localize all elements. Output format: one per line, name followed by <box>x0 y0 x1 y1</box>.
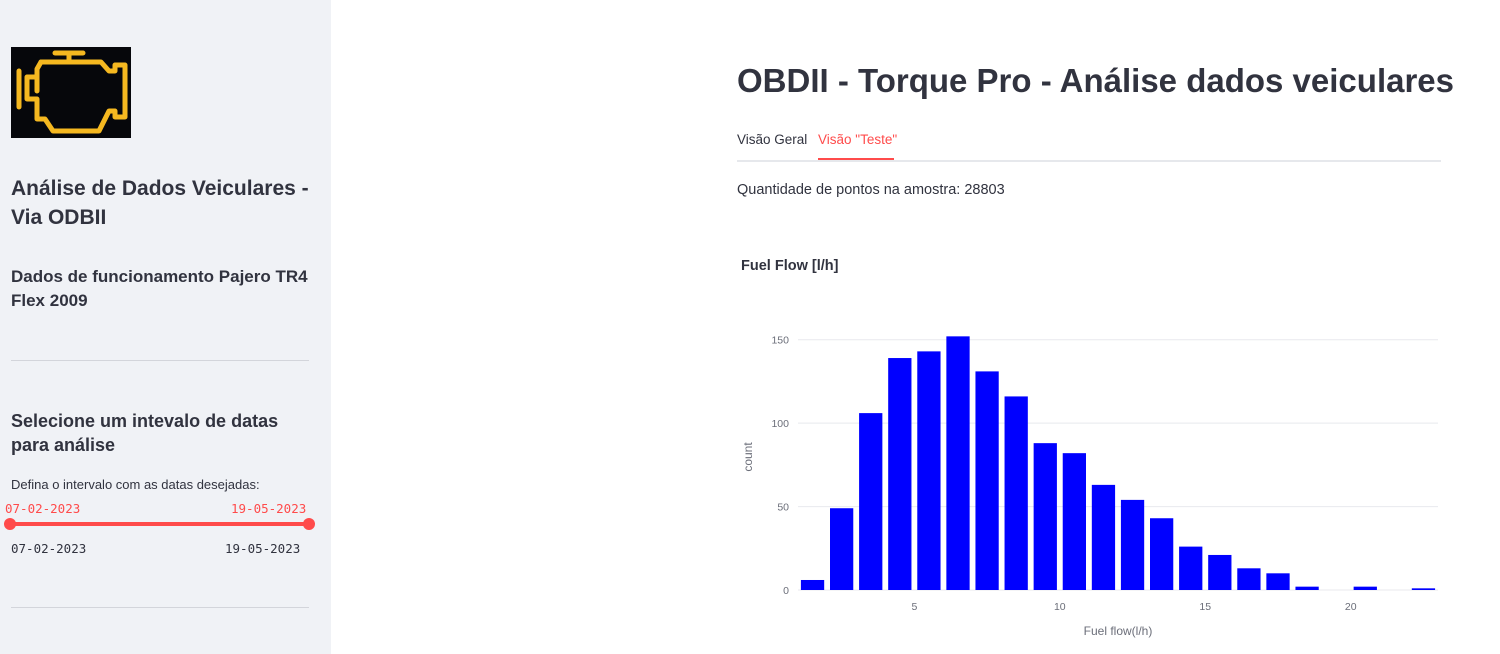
histogram-bar[interactable] <box>1150 518 1174 590</box>
slider-max-label: 19-05-2023 <box>225 541 301 556</box>
tab-bar: Visão Geral Visão "Teste" <box>737 126 1441 162</box>
histogram-bar[interactable] <box>1208 554 1232 590</box>
histogram-bar[interactable] <box>1237 568 1261 590</box>
histogram-bar[interactable] <box>888 358 912 590</box>
chart-svg: Fuel Flow [l/h] 0 50 100 150 5 10 15 20 Fuel fl… <box>741 258 1438 638</box>
histogram-bar[interactable] <box>1295 586 1319 590</box>
histogram-bar[interactable] <box>946 336 970 590</box>
slider-min-label: 07-02-2023 <box>11 541 87 556</box>
check-engine-icon <box>11 47 131 138</box>
slider-end-value: 19-05-2023 <box>231 501 307 516</box>
x-tick-label: 5 <box>911 601 917 613</box>
histogram-bar[interactable] <box>800 579 825 590</box>
sidebar-subtitle: Dados de funcionamento Pajero TR4 Flex 2… <box>11 267 308 310</box>
histogram-bar[interactable] <box>1091 484 1116 590</box>
fuel-flow-histogram: Fuel Flow [l/h] 0 50 100 150 5 10 15 20 Fuel fl… <box>730 245 1450 645</box>
sidebar: Análise de Dados Veiculares - Via ODBII … <box>0 0 331 654</box>
histogram-bar[interactable] <box>975 371 999 590</box>
histogram-bar[interactable] <box>1004 396 1028 590</box>
y-tick-label: 150 <box>771 335 789 347</box>
tab-visao-teste[interactable]: Visão "Teste" <box>818 132 898 147</box>
slider-start-value: 07-02-2023 <box>5 501 81 516</box>
histogram-bar[interactable] <box>1353 586 1377 590</box>
tab-visao-geral[interactable]: Visão Geral <box>737 132 808 147</box>
histogram-bar[interactable] <box>1179 546 1203 590</box>
active-tab-indicator <box>818 158 894 160</box>
date-slider-label: Defina o intervalo com as datas desejada… <box>11 477 260 492</box>
x-tick-label: 10 <box>1054 601 1066 613</box>
histogram-bar[interactable] <box>859 413 883 590</box>
y-axis-label: count <box>741 442 755 472</box>
y-tick-label: 50 <box>777 502 789 514</box>
histogram-bar[interactable] <box>1266 573 1290 590</box>
histogram-bar[interactable] <box>1411 588 1436 590</box>
x-tick-label: 20 <box>1345 601 1357 613</box>
slider-start-handle[interactable] <box>4 518 16 530</box>
date-range-slider-track[interactable] <box>10 522 309 526</box>
histogram-bar[interactable] <box>917 351 941 590</box>
y-tick-label: 100 <box>771 418 789 430</box>
sidebar-title: Análise de Dados Veiculares - Via ODBII <box>11 177 309 229</box>
date-section-title: Selecione um intevalo de datas para anál… <box>11 411 279 455</box>
sample-points-count: Quantidade de pontos na amostra: 28803 <box>737 182 1005 198</box>
sidebar-divider <box>11 607 309 608</box>
x-axis-label: Fuel flow(l/h) <box>1084 624 1153 638</box>
sidebar-divider <box>11 360 309 361</box>
x-tick-label: 15 <box>1199 601 1211 613</box>
histogram-bar[interactable] <box>1062 453 1086 590</box>
histogram-bar[interactable] <box>1033 443 1057 590</box>
slider-end-handle[interactable] <box>303 518 315 530</box>
page-title: OBDII - Torque Pro - Análise dados veicu… <box>737 62 1455 99</box>
y-tick-label: 0 <box>783 585 789 597</box>
histogram-bar[interactable] <box>830 508 854 590</box>
chart-title: Fuel Flow [l/h] <box>741 258 839 274</box>
histogram-bar[interactable] <box>1120 499 1145 590</box>
